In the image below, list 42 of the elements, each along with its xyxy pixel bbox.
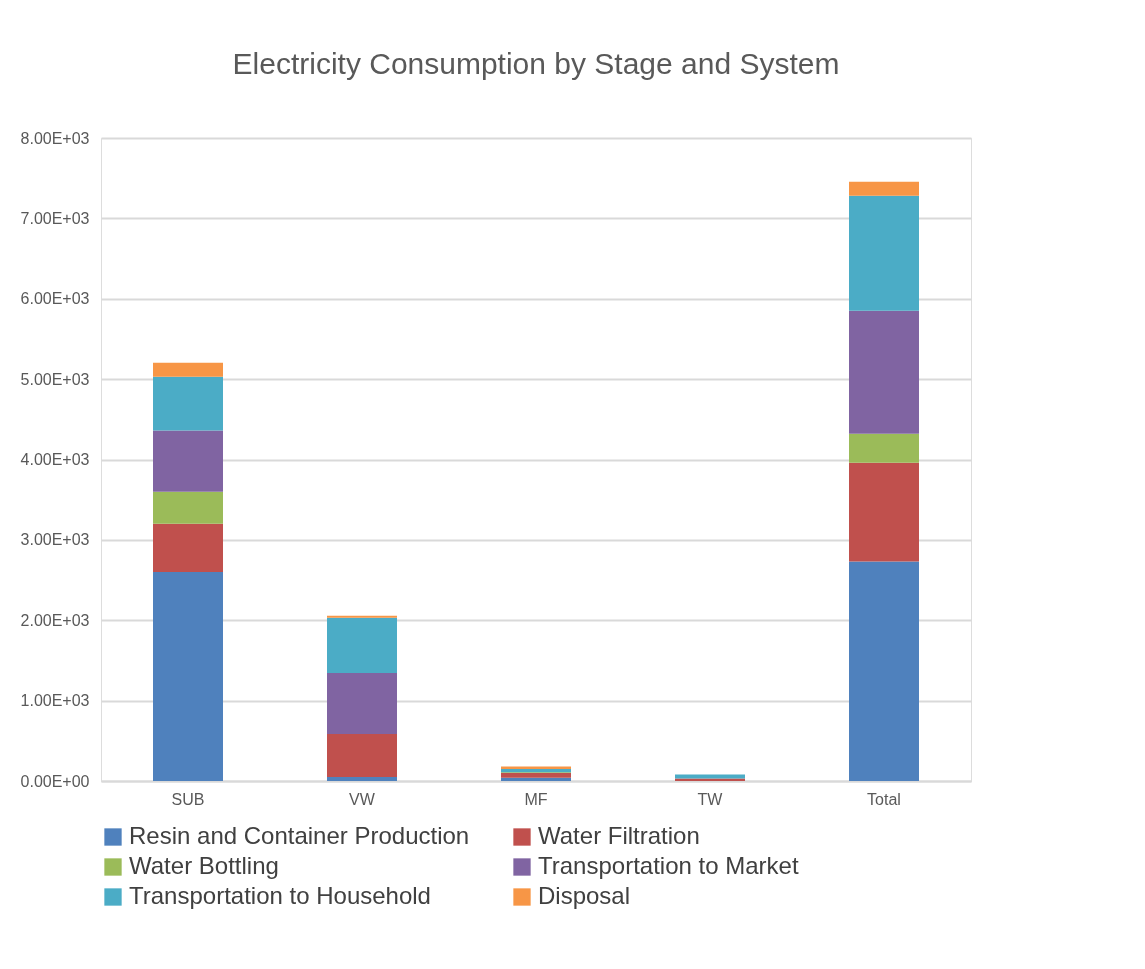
y-tick-label: 8.00E+03: [20, 129, 90, 147]
y-tick-label: 1.00E+03: [20, 692, 90, 710]
y-tick-label: 0.00E+00: [20, 772, 90, 790]
bar: [327, 733, 397, 777]
chart-title: Electricity Consumption by Stage and System: [232, 47, 840, 80]
bar: [849, 310, 919, 434]
bar: [849, 561, 919, 781]
bar: [327, 672, 397, 734]
bar: [153, 430, 223, 492]
y-tick-label: 6.00E+03: [20, 290, 90, 308]
bar: [327, 776, 397, 781]
x-tick-label: VW: [349, 790, 376, 808]
bar: [153, 376, 223, 431]
bar: [849, 462, 919, 562]
legend-label: Resin and Container Production: [129, 822, 470, 849]
legend-label: Water Bottling: [129, 852, 279, 879]
x-tick-label: MF: [524, 790, 548, 808]
bar: [501, 772, 571, 778]
y-tick-label: 2.00E+03: [20, 611, 90, 629]
x-tick-label: TW: [697, 790, 724, 808]
legend-label: Transportation to Market: [538, 852, 799, 879]
legend-label: Disposal: [538, 882, 631, 909]
bar: [849, 433, 919, 463]
y-tick-label: 5.00E+03: [20, 370, 90, 388]
bar: [153, 362, 223, 377]
y-tick-label: 3.00E+03: [20, 531, 90, 549]
bar: [675, 774, 745, 779]
bar: [153, 523, 223, 573]
x-tick-label: Total: [867, 790, 901, 808]
bar: [153, 491, 223, 524]
bar: [327, 615, 397, 618]
bar: [501, 768, 571, 773]
bar: [849, 195, 919, 311]
legend-label: Water Filtration: [538, 822, 700, 849]
legend-label: Transportation to Household: [129, 882, 431, 909]
x-tick-label: SUB: [171, 790, 205, 808]
bar: [501, 777, 571, 781]
bar: [327, 617, 397, 673]
y-tick-label: 4.00E+03: [20, 451, 90, 468]
bar: [849, 181, 919, 196]
bar: [153, 572, 223, 781]
y-tick-label: 7.00E+03: [20, 209, 90, 227]
